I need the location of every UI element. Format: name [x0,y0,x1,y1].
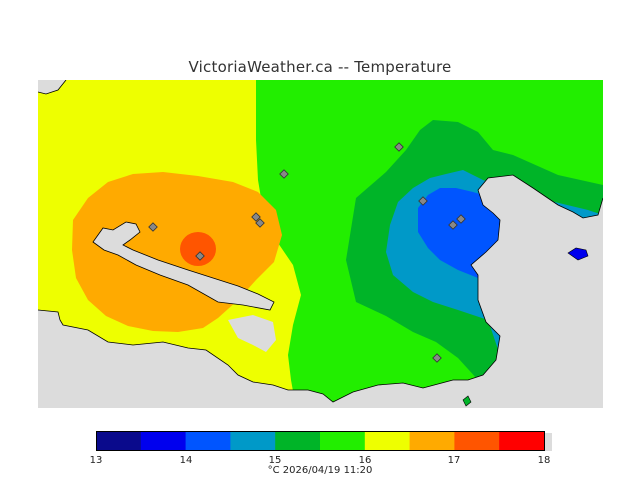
colorbar-swatch [454,431,500,451]
colorbar-tick-15: 15 [268,455,282,466]
map-title: VictoriaWeather.ca -- Temperature [188,58,452,76]
colorbar-tick-18: 18 [537,455,551,466]
colorbar-swatch [499,431,545,451]
band-17-17_5 [180,232,216,266]
colorbar-swatch [140,431,187,451]
colorbar-swatch [320,431,366,451]
units-timestamp: °C 2026/04/19 11:20 [267,465,373,476]
south-islet [462,395,472,407]
station-marker[interactable] [456,214,466,224]
colorbar-swatch [230,431,276,451]
coastline [38,174,603,403]
east-point [567,247,589,261]
inlet-water [92,221,275,311]
station-marker[interactable] [195,251,205,261]
station-marker[interactable] [148,222,158,232]
station-marker[interactable] [394,142,404,152]
colorbar-tick-17: 17 [447,455,461,466]
colorbar-swatch [364,431,411,451]
colorbar-swatch [409,431,455,451]
station-marker[interactable] [251,212,261,222]
colorbar-swatch [96,431,142,451]
corner-water [38,80,66,94]
station-marker[interactable] [432,353,442,363]
station-marker[interactable] [255,218,265,228]
colorbar-shadow [544,433,552,451]
colorbar-frame [96,431,545,451]
colorbar-tick-14: 14 [179,455,193,466]
station-marker[interactable] [448,220,458,230]
harbour-water [228,315,276,352]
station-marker[interactable] [279,169,289,179]
colorbar-swatch [275,431,321,451]
colorbar [96,431,552,451]
coastline-north [38,80,67,95]
colorbar-tick-13: 13 [89,455,103,466]
colorbar-tick-16: 16 [358,455,372,466]
temperature-map [38,80,603,408]
colorbar-swatch [185,431,231,451]
station-marker[interactable] [418,196,428,206]
